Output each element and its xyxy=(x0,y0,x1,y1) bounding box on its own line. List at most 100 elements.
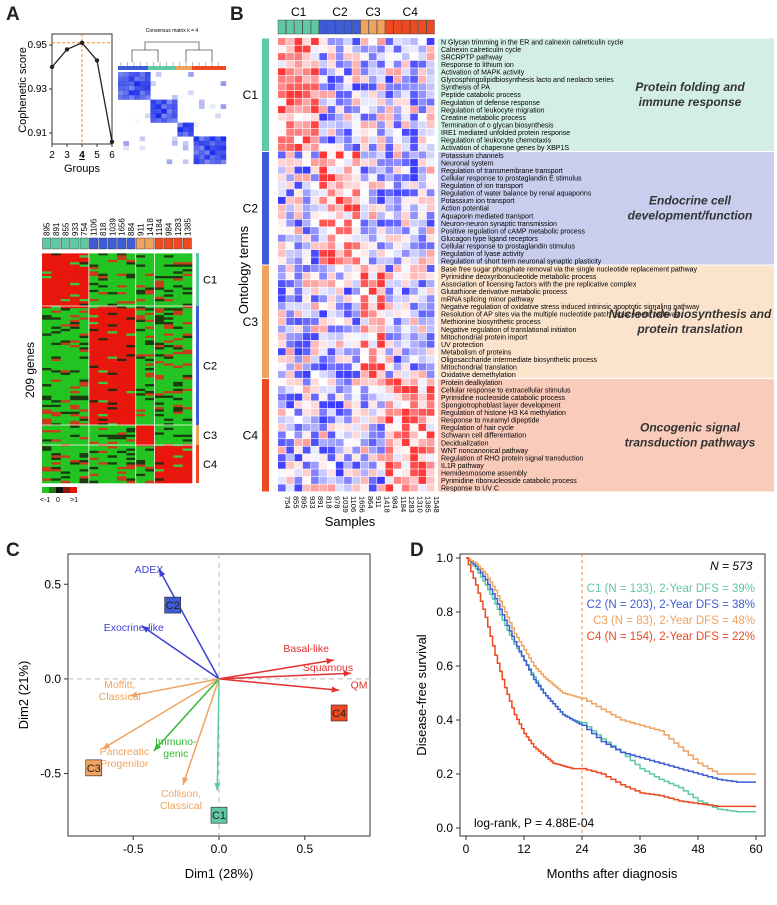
heatmap-cell xyxy=(88,377,99,380)
cluster-bar-cell xyxy=(182,237,192,250)
heatmap-cell xyxy=(418,439,427,446)
heatmap-cell xyxy=(51,266,62,270)
heatmap-cell xyxy=(51,372,62,376)
heatmap-cell xyxy=(60,388,71,392)
heatmap-cell xyxy=(302,363,311,371)
heatmap-cell xyxy=(327,265,336,272)
heatmap-cell xyxy=(352,249,361,257)
sample-id: 984 xyxy=(165,222,174,236)
consensus-cell xyxy=(172,104,178,109)
heatmap-cell xyxy=(426,60,435,68)
heatmap-cell xyxy=(42,365,52,369)
heatmap-cell xyxy=(401,234,410,242)
heatmap-cell xyxy=(126,354,137,357)
heatmap-cell xyxy=(410,317,418,325)
heatmap-cell xyxy=(126,453,137,456)
heatmap-cell xyxy=(319,302,327,310)
heatmap-cell xyxy=(107,418,118,422)
heatmap-cell xyxy=(154,365,165,369)
heatmap-cell xyxy=(107,361,118,364)
heatmap-cell xyxy=(145,345,155,348)
heatmap-cell xyxy=(352,75,361,83)
color-scale: <-1 0 >1 xyxy=(40,487,78,504)
consensus-cell xyxy=(182,127,189,132)
heatmap-cell xyxy=(385,469,394,477)
heatmap-cell xyxy=(327,287,336,295)
heatmap-cell xyxy=(107,280,118,284)
group-label-line: Oncogenic signal xyxy=(640,420,741,434)
heatmap-cell xyxy=(51,299,62,302)
heatmap-cell xyxy=(302,60,311,68)
heatmap-cell xyxy=(173,303,183,307)
heatmap-cell xyxy=(344,234,352,242)
heatmap-cell xyxy=(286,439,294,446)
heatmap-cell xyxy=(327,476,336,484)
heatmap-cell xyxy=(126,253,137,256)
heatmap-cell xyxy=(278,287,286,295)
heatmap-cell xyxy=(393,408,402,416)
heatmap-cell xyxy=(98,335,108,339)
heatmap-cell xyxy=(135,439,146,442)
heatmap-cell xyxy=(163,384,174,387)
heatmap-cell xyxy=(145,271,155,274)
heatmap-cell xyxy=(327,469,336,477)
heatmap-cell xyxy=(145,453,155,456)
heatmap-cell xyxy=(98,331,108,334)
heatmap-cell xyxy=(344,469,352,477)
heatmap-cell xyxy=(70,310,80,314)
term-label: Action potential xyxy=(441,206,489,213)
heatmap-cell xyxy=(98,273,108,277)
heatmap-cell xyxy=(286,333,294,341)
heatmap-cell xyxy=(60,294,71,297)
consensus-cell xyxy=(123,145,129,151)
heatmap-cell xyxy=(377,408,385,416)
consensus-cell xyxy=(193,136,200,142)
heatmap-cell xyxy=(79,305,90,309)
heatmap-cell xyxy=(70,437,80,440)
heatmap-cell xyxy=(70,409,80,412)
term-label: Negative regulation of oxidative stress … xyxy=(441,304,700,311)
heatmap-cell xyxy=(385,90,394,98)
heatmap-cell xyxy=(335,265,344,272)
heatmap-cell xyxy=(88,388,99,392)
heatmap-cell xyxy=(385,363,394,371)
heatmap-cell xyxy=(135,257,146,261)
heatmap-cell xyxy=(311,378,319,386)
heatmap-cell xyxy=(126,264,137,268)
heatmap-cell xyxy=(70,370,80,373)
heatmap-cell xyxy=(88,312,99,316)
heatmap-cell xyxy=(70,299,80,302)
heatmap-cell xyxy=(294,446,303,454)
consensus-cell xyxy=(134,95,140,100)
heatmap-cell xyxy=(154,476,165,479)
heatmap-cell xyxy=(126,356,137,360)
heatmap-cell xyxy=(163,354,174,357)
heatmap-cell xyxy=(145,310,155,314)
heatmap-cell xyxy=(51,278,62,281)
heatmap-cell xyxy=(278,166,286,174)
heatmap-cell xyxy=(107,462,118,465)
heatmap-cell xyxy=(418,189,427,197)
heatmap-cell xyxy=(126,333,137,337)
heatmap-cell xyxy=(98,255,108,258)
heatmap-cell xyxy=(311,401,319,409)
heatmap-cell xyxy=(154,441,165,445)
heatmap-cell xyxy=(42,301,52,304)
heatmap-cell xyxy=(294,113,303,121)
heatmap-cell xyxy=(327,423,336,431)
heatmap-cell xyxy=(182,257,193,261)
heatmap-cell xyxy=(51,377,62,380)
heatmap-cell xyxy=(182,414,193,417)
heatmap-cell xyxy=(88,271,99,274)
heatmap-cell xyxy=(60,308,71,311)
group-label-line: Protein folding and xyxy=(635,80,745,94)
heatmap-cell xyxy=(401,431,410,439)
heatmap-cell xyxy=(302,280,311,288)
heatmap-cell xyxy=(107,253,118,256)
heatmap-cell xyxy=(163,409,174,412)
heatmap-cell xyxy=(51,358,62,362)
heatmap-cell xyxy=(418,45,427,53)
heatmap-cell xyxy=(79,358,90,362)
heatmap-cell xyxy=(410,60,418,68)
heatmap-cell xyxy=(135,361,146,364)
